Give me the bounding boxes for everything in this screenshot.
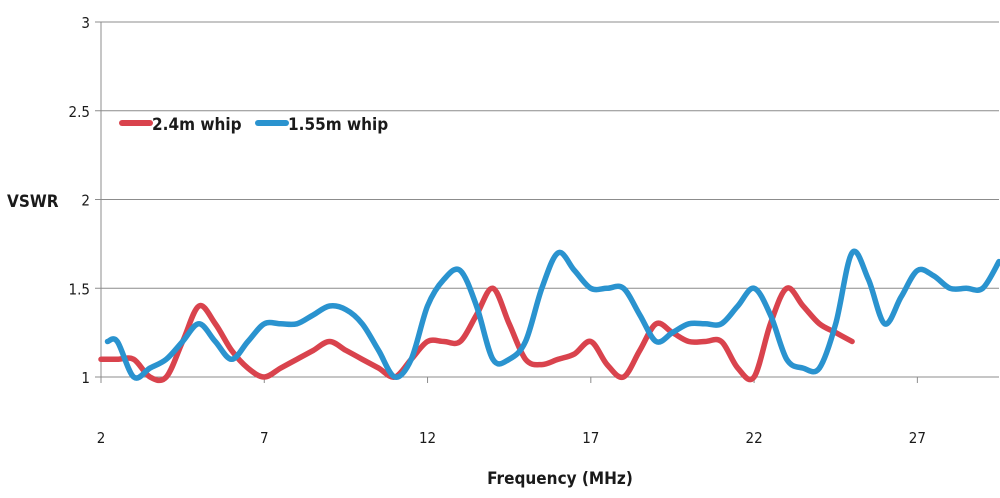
y-tick-label: 3 bbox=[81, 14, 90, 32]
y-axis-title: VSWR bbox=[7, 192, 59, 212]
x-tick-label: 17 bbox=[582, 429, 599, 447]
x-tick-label: 7 bbox=[260, 429, 269, 447]
legend: 2.4m whip 1.55m whip bbox=[119, 115, 388, 135]
legend-label: 2.4m whip bbox=[152, 115, 242, 135]
series-group bbox=[98, 248, 1000, 384]
series-line-2 bbox=[104, 248, 1000, 381]
y-tick-label: 2.5 bbox=[69, 103, 90, 121]
axis-ticks: 11.522.532 7 12 17 22 27 bbox=[69, 14, 926, 447]
legend-label: 1.55m whip bbox=[288, 115, 388, 135]
x-tick-label: 22 bbox=[746, 429, 763, 447]
x-axis-title: Frequency (MHz) bbox=[487, 469, 633, 489]
x-tick-label: 12 bbox=[419, 429, 436, 447]
y-tick-label: 2 bbox=[81, 192, 90, 210]
y-tick-label: 1.5 bbox=[69, 280, 90, 298]
x-tick-label: 27 bbox=[909, 429, 926, 447]
x-tick-label: 2 bbox=[97, 429, 106, 447]
grid-lines bbox=[101, 21, 999, 289]
y-tick-label: 1 bbox=[81, 369, 90, 387]
